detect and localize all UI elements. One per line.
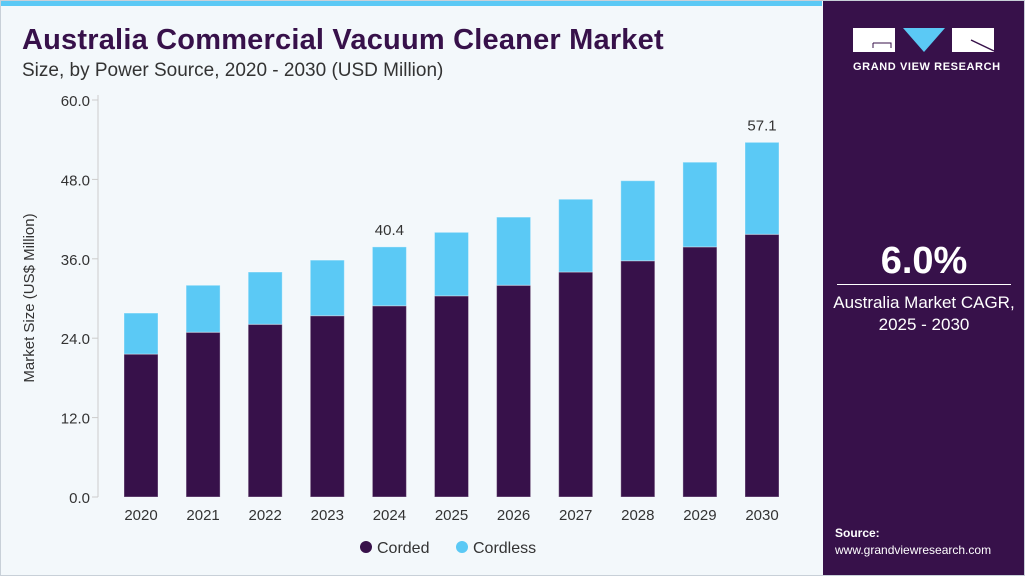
x-tick-label: 2023 [311, 507, 344, 524]
logo-text: GRAND VIEW RESEARCH [853, 61, 1001, 73]
bar-cordless-2030 [744, 141, 780, 235]
bar-cordless-2020 [123, 312, 159, 355]
x-tick-label: 2022 [249, 507, 282, 524]
bar-corded-2029 [682, 246, 718, 498]
bar-cordless-2022 [247, 271, 283, 325]
legend: Corded Cordless [360, 540, 536, 557]
legend-cordless-marker [456, 541, 468, 553]
bar-cordless-2025 [434, 231, 469, 297]
bar-corded-2022 [247, 323, 283, 498]
sidebar-panel: GRAND VIEW RESEARCH 6.0% Australia Marke… [823, 0, 1025, 576]
y-tick-label: 0.0 [69, 490, 90, 507]
bar-corded-2030 [744, 233, 780, 498]
x-tick-label: 2021 [186, 507, 219, 524]
x-tick-label: 2027 [559, 507, 592, 524]
cagr-label: Australia Market CAGR, 2025 - 2030 [823, 292, 1025, 336]
x-tick-label: 2029 [683, 507, 716, 524]
y-tick-label: 36.0 [61, 252, 90, 269]
data-label-2024: 40.4 [375, 222, 404, 239]
chart: Market Size (US$ Million) 0.0 12.0 24.0 36.… [21, 93, 780, 557]
bar-corded-2021 [185, 331, 221, 498]
x-tick-label: 2028 [621, 507, 654, 524]
chart-title: Australia Commercial Vacuum Cleaner Mark… [22, 24, 664, 56]
bar-cordless-2027 [558, 198, 594, 273]
bar-corded-2024 [371, 305, 407, 498]
bar-corded-2020 [123, 353, 159, 498]
legend-corded-marker [360, 541, 372, 553]
grand-view-research-logo [853, 28, 995, 52]
bar-cordless-2023 [309, 259, 345, 317]
bar-cordless-2028 [620, 180, 656, 262]
y-axis-label: Market Size (US$ Million) [21, 213, 38, 382]
legend-corded-label: Corded [377, 540, 429, 557]
bar-corded-2023 [309, 315, 345, 498]
legend-cordless-label: Cordless [473, 540, 536, 557]
y-tick-label: 24.0 [61, 331, 90, 348]
y-tick-label: 48.0 [61, 172, 90, 189]
bar-corded-2025 [434, 295, 469, 498]
bar-cordless-2024 [371, 246, 407, 307]
cagr-value: 6.0% [880, 240, 968, 282]
top-accent-line [0, 0, 822, 6]
cagr-divider [837, 284, 1011, 285]
bar-cordless-2029 [682, 161, 718, 248]
data-label-2030: 57.1 [747, 117, 776, 134]
bar-corded-2026 [496, 284, 532, 498]
y-tick-label: 12.0 [61, 411, 90, 428]
x-tick-label: 2026 [497, 507, 530, 524]
source-label: Source: [835, 526, 880, 540]
x-tick-label: 2030 [745, 507, 778, 524]
x-tick-label: 2020 [124, 507, 157, 524]
chart-subtitle: Size, by Power Source, 2020 - 2030 (USD … [22, 60, 444, 81]
bar-cordless-2026 [496, 216, 532, 286]
x-tick-label: 2025 [435, 507, 468, 524]
cagr-label-line2: 2025 - 2030 [878, 315, 970, 334]
bar-corded-2027 [558, 271, 594, 498]
bar-cordless-2021 [185, 284, 221, 333]
source-url[interactable]: www.grandviewresearch.com [835, 543, 992, 557]
y-tick-label: 60.0 [61, 93, 90, 110]
x-tick-label: 2024 [373, 507, 406, 524]
cagr-label-line1: Australia Market CAGR, [833, 293, 1015, 312]
bar-corded-2028 [620, 260, 656, 498]
